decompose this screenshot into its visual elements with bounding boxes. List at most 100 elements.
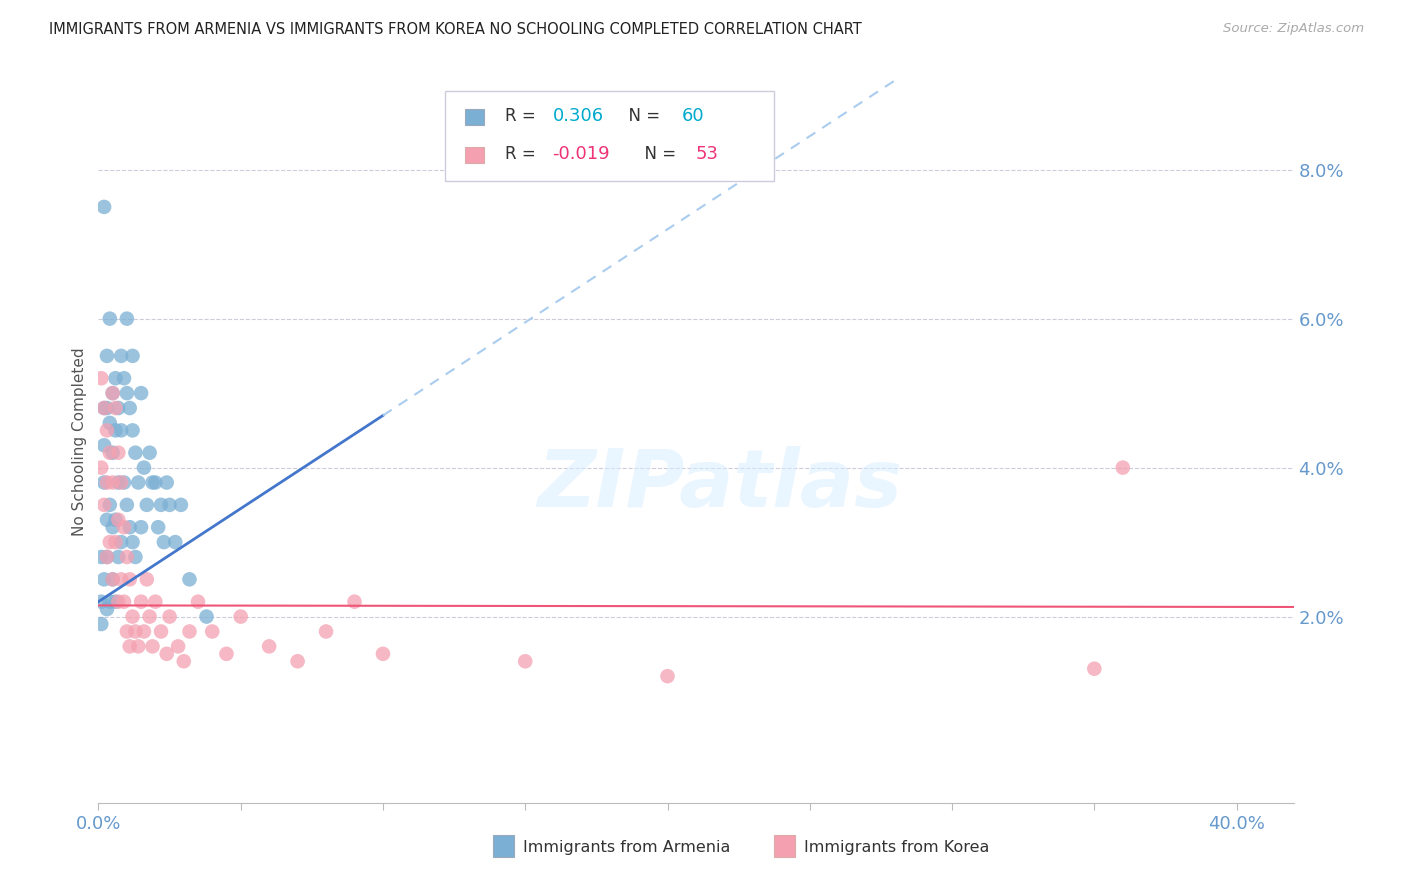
Text: R =: R =: [505, 145, 541, 163]
Point: [124, 549, 146, 564]
Point: [1083, 662, 1105, 676]
Point: [657, 669, 679, 683]
Point: [129, 520, 152, 534]
Point: [170, 498, 193, 512]
Point: [112, 520, 135, 534]
Text: N =: N =: [634, 145, 681, 163]
Point: [115, 498, 138, 512]
Point: [98, 535, 121, 549]
Point: [96, 549, 118, 564]
Point: [90, 460, 112, 475]
Point: [121, 609, 143, 624]
Point: [107, 595, 129, 609]
Point: [141, 475, 163, 490]
Bar: [465, 147, 484, 163]
Point: [153, 535, 176, 549]
Point: [515, 654, 537, 668]
Point: [167, 640, 190, 654]
Point: [121, 535, 143, 549]
Point: [98, 595, 121, 609]
Point: [90, 549, 112, 564]
Text: Immigrants from Korea: Immigrants from Korea: [804, 840, 988, 855]
Point: [195, 609, 218, 624]
Point: [127, 475, 149, 490]
Text: 53: 53: [696, 145, 718, 163]
Point: [215, 647, 238, 661]
Point: [229, 609, 252, 624]
Point: [129, 595, 152, 609]
Bar: [465, 109, 484, 125]
Text: -0.019: -0.019: [553, 145, 610, 163]
Point: [257, 640, 280, 654]
Point: [93, 475, 115, 490]
Point: [1112, 460, 1135, 475]
Text: ZIPatlas: ZIPatlas: [537, 446, 903, 524]
Text: 0.306: 0.306: [553, 107, 603, 126]
Point: [110, 535, 132, 549]
Text: 60: 60: [682, 107, 704, 126]
Point: [287, 654, 309, 668]
Point: [179, 572, 201, 586]
Point: [110, 572, 132, 586]
Point: [104, 371, 127, 385]
Point: [132, 460, 155, 475]
FancyBboxPatch shape: [446, 91, 773, 181]
Point: [148, 520, 170, 534]
Point: [101, 446, 124, 460]
Point: [93, 438, 115, 452]
Point: [138, 609, 160, 624]
Point: [104, 423, 127, 437]
Bar: [773, 835, 796, 857]
Point: [107, 513, 129, 527]
Point: [96, 475, 118, 490]
Point: [90, 371, 112, 385]
Point: [135, 572, 157, 586]
Point: [150, 624, 173, 639]
Point: [118, 520, 141, 534]
Point: [104, 595, 127, 609]
Point: [107, 401, 129, 415]
Text: N =: N =: [619, 107, 665, 126]
Point: [135, 498, 157, 512]
Point: [187, 595, 209, 609]
Point: [107, 549, 129, 564]
Point: [115, 549, 138, 564]
Point: [96, 401, 118, 415]
Point: [143, 475, 166, 490]
Point: [118, 401, 141, 415]
Point: [138, 446, 160, 460]
Point: [98, 416, 121, 430]
Point: [159, 609, 181, 624]
Point: [101, 572, 124, 586]
Text: IMMIGRANTS FROM ARMENIA VS IMMIGRANTS FROM KOREA NO SCHOOLING COMPLETED CORRELAT: IMMIGRANTS FROM ARMENIA VS IMMIGRANTS FR…: [49, 22, 862, 37]
Point: [173, 654, 195, 668]
Point: [104, 513, 127, 527]
Point: [96, 602, 118, 616]
Point: [96, 513, 118, 527]
Point: [343, 595, 366, 609]
Point: [101, 386, 124, 401]
Point: [93, 498, 115, 512]
Text: Source: ZipAtlas.com: Source: ZipAtlas.com: [1223, 22, 1364, 36]
Point: [159, 498, 181, 512]
Point: [165, 535, 187, 549]
Point: [121, 349, 143, 363]
Point: [112, 371, 135, 385]
Point: [143, 595, 166, 609]
Point: [96, 549, 118, 564]
Point: [101, 520, 124, 534]
Point: [156, 647, 179, 661]
Point: [104, 535, 127, 549]
Y-axis label: No Schooling Completed: No Schooling Completed: [72, 347, 87, 536]
Point: [107, 475, 129, 490]
Point: [121, 423, 143, 437]
Point: [104, 401, 127, 415]
Point: [156, 475, 179, 490]
Text: R =: R =: [505, 107, 541, 126]
Point: [101, 572, 124, 586]
Point: [96, 349, 118, 363]
Point: [98, 498, 121, 512]
Point: [115, 386, 138, 401]
Point: [371, 647, 394, 661]
Point: [132, 624, 155, 639]
